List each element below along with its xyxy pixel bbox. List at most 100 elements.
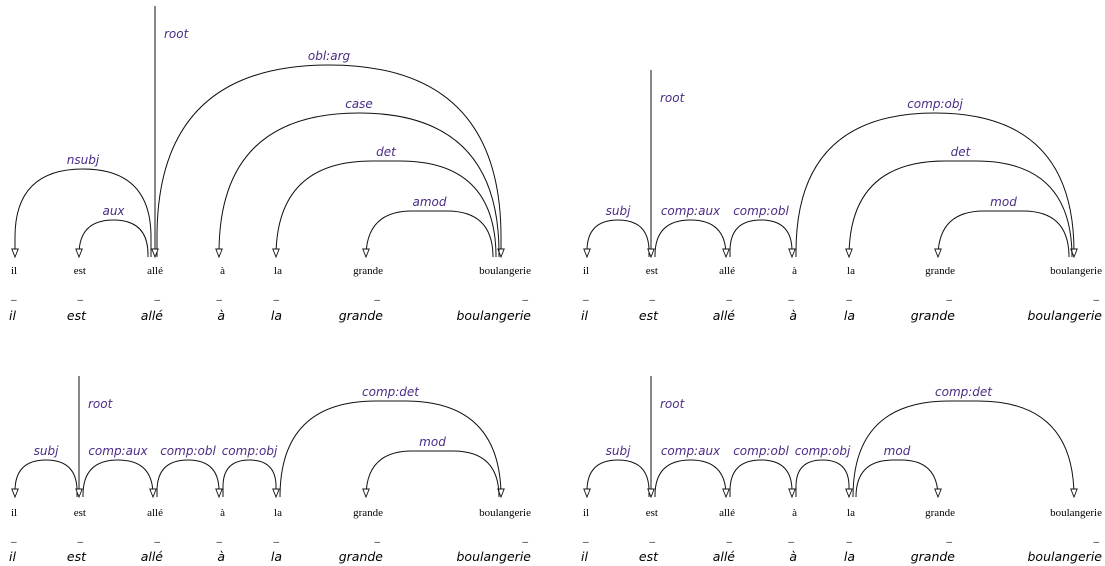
arc-comp-det: [852, 400, 1075, 498]
token-word: est: [646, 265, 658, 277]
token-placeholder: _: [726, 530, 733, 543]
token-placeholder: _: [77, 530, 84, 543]
token-placeholder: _: [216, 530, 223, 543]
token-word: grande: [925, 507, 955, 519]
root-arrowhead: [647, 248, 655, 259]
relation-label: subj: [34, 444, 59, 458]
token-gloss: boulangerie: [457, 308, 532, 323]
token-gloss: à: [217, 308, 225, 323]
token-placeholder: _: [154, 530, 161, 543]
token-word: allé: [147, 265, 163, 277]
arc-comp-obj: [795, 112, 1075, 257]
arc-amod: [365, 210, 494, 258]
token-word: il: [11, 265, 17, 277]
arc-comp-obl: [729, 459, 793, 497]
relation-label: case: [345, 97, 373, 111]
arrowhead: [362, 248, 370, 259]
token-word: est: [646, 507, 658, 519]
token-word: boulangerie: [479, 265, 531, 277]
token-word: allé: [719, 265, 735, 277]
token-gloss: la: [271, 308, 282, 323]
token-gloss: boulangerie: [457, 549, 532, 564]
token-gloss: allé: [713, 549, 736, 564]
token-placeholder: _: [582, 530, 589, 543]
relation-label: comp:obj: [795, 444, 851, 458]
arc-comp-obj: [795, 459, 850, 497]
arc-comp-obj: [222, 459, 277, 497]
relation-label: subj: [606, 204, 631, 218]
token-gloss: à: [217, 549, 225, 564]
root-arrowhead: [647, 488, 655, 499]
token-word: boulangerie: [479, 507, 531, 519]
relation-label: comp:aux: [661, 444, 721, 458]
arrowhead: [845, 488, 853, 499]
relation-label: amod: [412, 195, 446, 209]
relation-label: comp:obj: [222, 444, 278, 458]
root-arrowhead: [75, 488, 83, 499]
token-word: grande: [925, 265, 955, 277]
arc-mod: [365, 450, 500, 498]
arrowhead: [149, 488, 157, 499]
relation-label: comp:det: [935, 385, 993, 399]
token-word: boulangerie: [1050, 507, 1102, 519]
token-gloss: à: [789, 549, 797, 564]
token-placeholder: _: [649, 530, 656, 543]
token-gloss: est: [639, 549, 659, 564]
root-label: root: [164, 27, 190, 41]
token-placeholder: _: [374, 288, 381, 301]
token-gloss: allé: [141, 308, 164, 323]
token-word: à: [220, 507, 225, 519]
token-word: est: [74, 507, 86, 519]
relation-label: mod: [884, 444, 911, 458]
token-gloss: la: [271, 549, 282, 564]
arrowhead: [272, 248, 280, 259]
token-gloss: la: [844, 549, 855, 564]
token-gloss: grande: [339, 308, 384, 323]
relation-label: mod: [419, 435, 446, 449]
token-word: boulangerie: [1050, 265, 1102, 277]
arrowhead: [583, 488, 591, 499]
relation-label: comp:det: [362, 385, 420, 399]
relation-label: obl:arg: [308, 49, 351, 63]
token-placeholder: _: [10, 288, 17, 301]
token-gloss: grande: [911, 549, 956, 564]
dependency-tree-1: nsubj aux obl:arg case det amod root il est allé à…: [9, 6, 531, 323]
token-word: allé: [719, 507, 735, 519]
token-gloss: est: [639, 308, 659, 323]
arc-case: [218, 112, 500, 257]
token-word: la: [847, 265, 855, 277]
root-label: root: [88, 397, 114, 411]
token-placeholder: _: [522, 530, 529, 543]
token-gloss: est: [67, 549, 87, 564]
relation-label: aux: [102, 204, 125, 218]
arrowhead: [722, 488, 730, 499]
arrowhead: [11, 488, 19, 499]
token-placeholder: _: [846, 288, 853, 301]
arc-mod: [855, 459, 939, 498]
arc-subj: [586, 219, 650, 257]
token-word: la: [274, 507, 282, 519]
token-word: est: [74, 265, 86, 277]
root-label: root: [660, 397, 686, 411]
token-word: grande: [353, 507, 383, 519]
token-word: la: [274, 265, 282, 277]
token-gloss: il: [9, 308, 16, 323]
token-placeholder: _: [649, 288, 656, 301]
arc-det: [848, 160, 1073, 258]
token-placeholder: _: [946, 288, 953, 301]
relation-label: mod: [990, 195, 1017, 209]
root-label: root: [660, 91, 686, 105]
relation-label: comp:aux: [661, 204, 721, 218]
arc-subj: [586, 459, 650, 497]
arrowhead: [583, 248, 591, 259]
token-word: il: [583, 265, 589, 277]
arrowhead: [272, 488, 280, 499]
token-gloss: boulangerie: [1028, 549, 1103, 564]
token-placeholder: _: [946, 530, 953, 543]
token-placeholder: _: [726, 288, 733, 301]
token-word: à: [792, 265, 797, 277]
arrowhead: [722, 248, 730, 259]
arrowhead: [11, 248, 19, 259]
dependency-tree-3: subj comp:aux comp:obl comp:obj comp:det mod r…: [9, 376, 531, 564]
